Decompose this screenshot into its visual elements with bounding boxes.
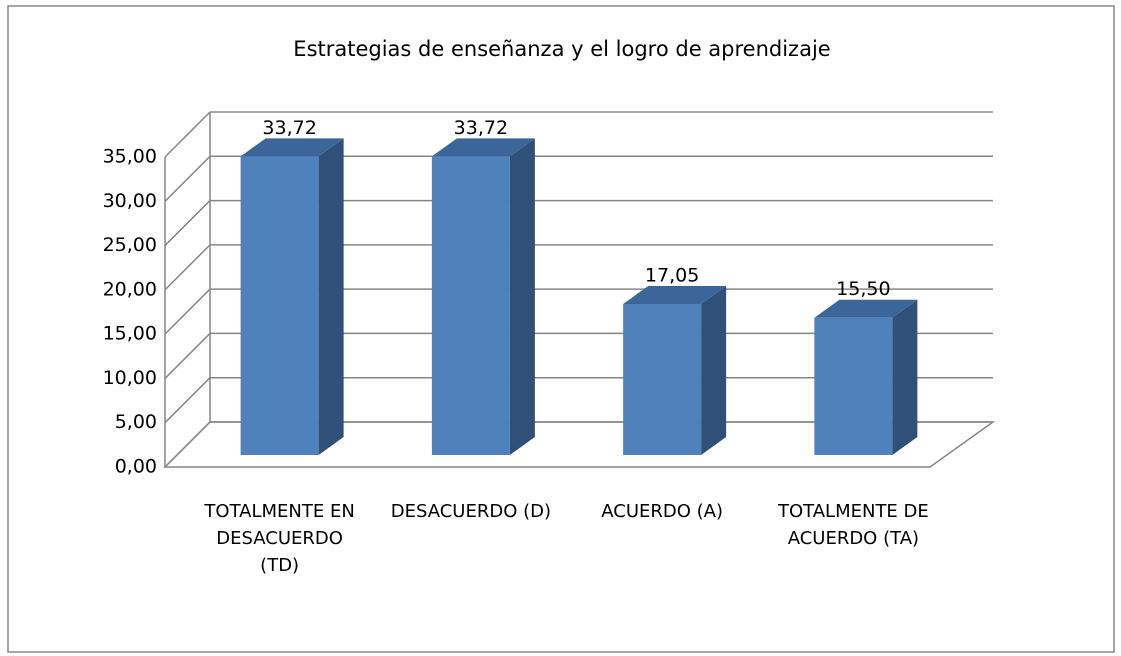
bar <box>623 303 702 455</box>
grid-line-side <box>164 111 211 158</box>
grid-line-side <box>164 377 211 424</box>
bar-top <box>431 138 535 157</box>
y-tick-label: 20,00 <box>103 278 157 300</box>
y-tick-label: 35,00 <box>103 146 157 168</box>
bar-side <box>701 285 727 455</box>
y-tick-label: 15,00 <box>103 323 157 345</box>
value-label: 17,05 <box>645 264 699 286</box>
x-tick-label: ACUERDO (A) <box>601 501 723 522</box>
bar-side <box>509 138 535 455</box>
chart-frame <box>7 5 1115 653</box>
y-tick-label: 5,00 <box>115 411 157 433</box>
value-label: 33,72 <box>262 117 316 139</box>
grid-line-side <box>164 155 211 202</box>
grid-line-side <box>164 421 211 468</box>
grid-line-side <box>164 332 211 379</box>
bar-side <box>892 299 918 455</box>
grid-line-side <box>164 244 211 291</box>
bar <box>240 156 319 455</box>
value-label: 33,72 <box>454 117 508 139</box>
bar-top <box>623 285 727 304</box>
y-tick-label: 30,00 <box>103 190 157 212</box>
bar-top <box>240 138 344 157</box>
x-tick-label: DESACUERDO (D) <box>390 501 552 522</box>
chart-title: Estrategias de enseñanza y el logro de a… <box>293 37 830 61</box>
x-tick-label: TOTALMENTE EN DESACUERDO (TD) <box>204 501 355 576</box>
grid-line-side <box>164 200 211 247</box>
y-tick-label: 0,00 <box>115 456 157 478</box>
x-tick-label: TOTALMENTE DE ACUERDO (TA) <box>777 501 929 549</box>
bar <box>431 156 510 455</box>
y-tick-label: 10,00 <box>103 367 157 389</box>
bar-side <box>318 138 344 455</box>
bar <box>814 317 893 455</box>
grid-line-side <box>164 288 211 335</box>
value-label: 15,50 <box>836 278 890 300</box>
y-tick-label: 25,00 <box>103 234 157 256</box>
bar-top <box>814 299 918 318</box>
